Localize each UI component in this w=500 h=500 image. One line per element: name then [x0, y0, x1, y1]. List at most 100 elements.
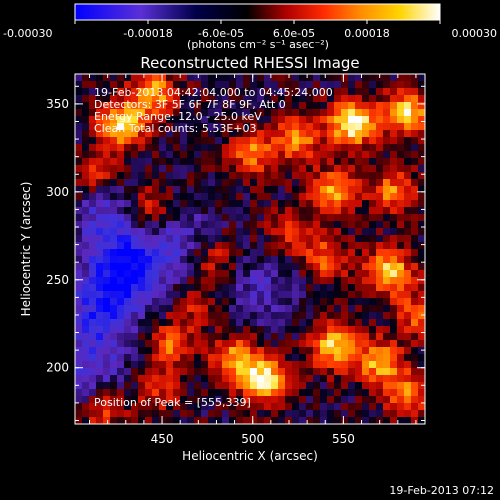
heatmap-cell: [159, 277, 167, 285]
heatmap-cell: [334, 347, 342, 355]
heatmap-cell: [390, 235, 398, 243]
heatmap-cell: [124, 382, 132, 390]
heatmap-cell: [376, 130, 384, 138]
heatmap-cell: [250, 200, 258, 208]
heatmap-cell: [313, 179, 321, 187]
heatmap-cell: [334, 137, 342, 145]
heatmap-cell: [236, 389, 244, 397]
heatmap-cell: [383, 144, 391, 152]
heatmap-cell: [229, 333, 237, 341]
heatmap-cell: [180, 291, 188, 299]
heatmap-cell: [236, 81, 244, 89]
heatmap-cell: [369, 375, 377, 383]
heatmap-cell: [278, 221, 286, 229]
heatmap-cell: [110, 298, 118, 306]
heatmap-cell: [264, 151, 272, 159]
heatmap-cell: [208, 263, 216, 271]
heatmap-cell: [194, 249, 202, 257]
heatmap-cell: [390, 270, 398, 278]
heatmap-cell: [194, 172, 202, 180]
heatmap-cell: [341, 382, 349, 390]
heatmap-cell: [229, 81, 237, 89]
heatmap-cell: [313, 186, 321, 194]
heatmap-cell: [117, 200, 125, 208]
heatmap-cell: [243, 403, 251, 411]
heatmap-cell: [285, 340, 293, 348]
heatmap-cell: [215, 116, 223, 124]
heatmap-cell: [320, 410, 328, 418]
heatmap-cell: [124, 256, 132, 264]
heatmap-cell: [103, 305, 111, 313]
heatmap-cell: [264, 368, 272, 376]
heatmap-cell: [236, 137, 244, 145]
heatmap-cell: [138, 172, 146, 180]
heatmap-cell: [145, 102, 153, 110]
heatmap-cell: [243, 340, 251, 348]
heatmap-cell: [229, 270, 237, 278]
heatmap-cell: [208, 228, 216, 236]
heatmap-cell: [138, 375, 146, 383]
heatmap-cell: [376, 88, 384, 96]
heatmap-cell: [201, 144, 209, 152]
heatmap-cell: [187, 74, 195, 82]
heatmap-cell: [355, 361, 363, 369]
heatmap-cell: [390, 403, 398, 411]
heatmap-cell: [257, 207, 265, 215]
heatmap-cell: [271, 410, 279, 418]
heatmap-cell: [362, 88, 370, 96]
heatmap-cell: [313, 228, 321, 236]
heatmap-cell: [236, 354, 244, 362]
heatmap-cell: [124, 235, 132, 243]
heatmap-cell: [89, 95, 97, 103]
heatmap-cell: [208, 326, 216, 334]
heatmap-cell: [89, 214, 97, 222]
heatmap-cell: [222, 354, 230, 362]
heatmap-cell: [103, 221, 111, 229]
heatmap-cell: [334, 403, 342, 411]
heatmap-cell: [299, 186, 307, 194]
heatmap-cell: [327, 179, 335, 187]
heatmap-cell: [264, 284, 272, 292]
heatmap-cell: [397, 305, 405, 313]
heatmap-cell: [369, 179, 377, 187]
heatmap-cell: [278, 354, 286, 362]
heatmap-cell: [320, 270, 328, 278]
heatmap-cell: [404, 116, 412, 124]
heatmap-cell: [250, 130, 258, 138]
heatmap-cell: [180, 382, 188, 390]
heatmap-cell: [327, 256, 335, 264]
heatmap-cell: [264, 172, 272, 180]
heatmap-cell: [418, 228, 426, 236]
heatmap-cell: [348, 151, 356, 159]
heatmap-cell: [376, 158, 384, 166]
heatmap-cell: [418, 277, 426, 285]
heatmap-cell: [138, 326, 146, 334]
heatmap-cell: [334, 151, 342, 159]
heatmap-cell: [348, 123, 356, 131]
heatmap-cell: [138, 137, 146, 145]
heatmap-cell: [180, 305, 188, 313]
heatmap-cell: [124, 214, 132, 222]
heatmap-cell: [250, 347, 258, 355]
heatmap-cell: [173, 249, 181, 257]
heatmap-cell: [187, 123, 195, 131]
heatmap-cell: [215, 270, 223, 278]
heatmap-cell: [306, 312, 314, 320]
heatmap-cell: [418, 88, 426, 96]
heatmap-cell: [390, 158, 398, 166]
heatmap-cell: [110, 319, 118, 327]
heatmap-cell: [243, 88, 251, 96]
heatmap-cell: [243, 158, 251, 166]
heatmap-cell: [180, 263, 188, 271]
heatmap-cell: [334, 263, 342, 271]
heatmap-cell: [355, 144, 363, 152]
heatmap-cell: [250, 102, 258, 110]
heatmap-cell: [138, 389, 146, 397]
heatmap-cell: [404, 256, 412, 264]
heatmap-cell: [320, 186, 328, 194]
heatmap-cell: [355, 319, 363, 327]
heatmap-cell: [285, 137, 293, 145]
heatmap-cell: [180, 403, 188, 411]
heatmap-cell: [138, 116, 146, 124]
